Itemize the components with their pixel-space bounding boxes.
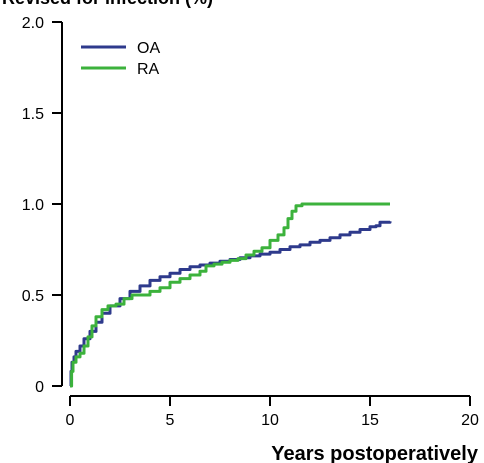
legend-label-oa: OA bbox=[137, 40, 160, 57]
x-axis: 0 5 10 15 20 bbox=[66, 395, 479, 429]
x-tick-label: 15 bbox=[361, 412, 379, 429]
x-tick-label: 10 bbox=[261, 412, 279, 429]
series-layer bbox=[69, 202, 392, 388]
legend-label-ra: RA bbox=[137, 61, 160, 78]
chart-title: Revised for infection (%) bbox=[2, 0, 213, 8]
x-axis-label: Years postoperatively bbox=[271, 443, 479, 463]
y-axis: 0 0.5 1.0 1.5 2.0 bbox=[22, 15, 63, 396]
x-tick-label: 5 bbox=[166, 412, 175, 429]
x-tick-label: 20 bbox=[461, 412, 479, 429]
series-line-ra bbox=[70, 202, 390, 388]
y-tick-label: 2.0 bbox=[22, 15, 44, 32]
y-tick-label: 0 bbox=[35, 379, 44, 396]
y-tick-label: 0.5 bbox=[22, 288, 44, 305]
legend: OA RA bbox=[81, 40, 160, 78]
y-tick-label: 1.0 bbox=[22, 197, 44, 214]
y-tick-label: 1.5 bbox=[22, 106, 44, 123]
x-tick-label: 0 bbox=[66, 412, 75, 429]
